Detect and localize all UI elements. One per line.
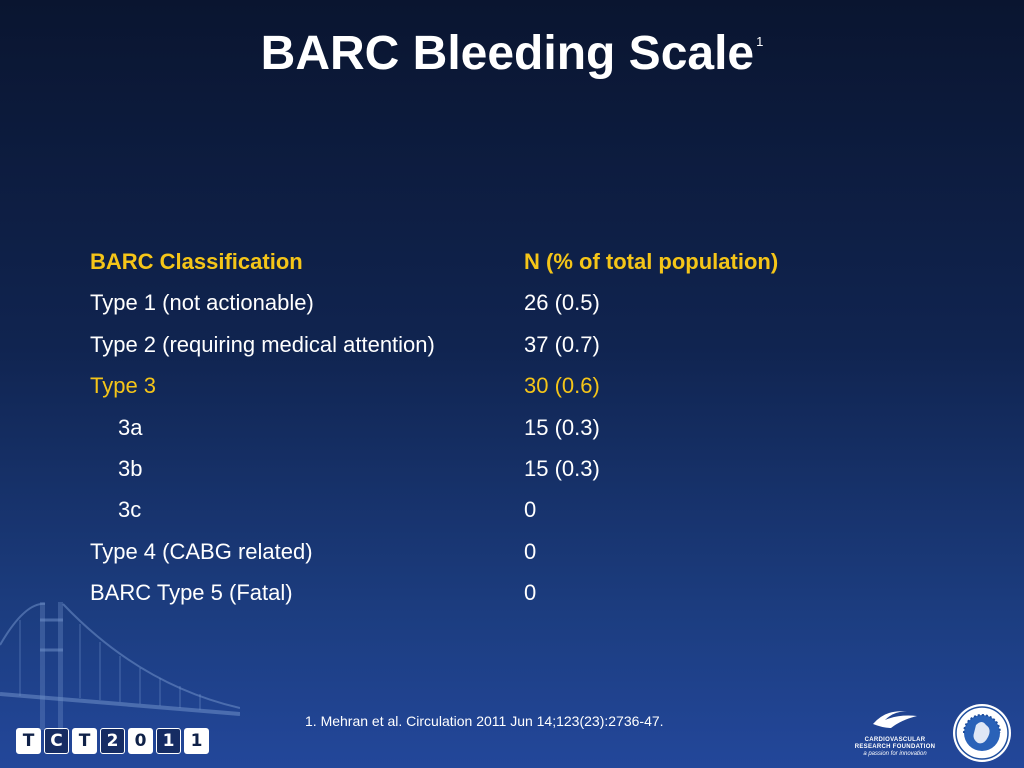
- crf-logo-line1: CARDIOVASCULAR: [864, 737, 926, 743]
- row-label: 3b: [118, 455, 143, 481]
- slide-title: BARC Bleeding Scale 1: [0, 26, 1024, 81]
- tct-logo-letter: C: [44, 728, 69, 754]
- crf-logo: CARDIOVASCULAR RESEARCH FOUNDATION a pas…: [852, 706, 938, 762]
- row-label: Type 2 (requiring medical attention): [90, 331, 435, 357]
- row-label: Type 4 (CABG related): [90, 538, 313, 564]
- slide-title-text: BARC Bleeding Scale: [260, 27, 755, 80]
- golden-gate-bridge-graphic: [0, 602, 240, 730]
- row-label: 3c: [118, 497, 142, 523]
- tct-logo-digit: 1: [184, 728, 209, 754]
- row-value: 15 (0.3): [524, 455, 600, 481]
- tct-logo-digit: 2: [100, 728, 125, 754]
- title-footnote-marker: 1: [756, 34, 764, 49]
- tct-logo-digit: 0: [128, 728, 153, 754]
- crf-logo-line2: RESEARCH FOUNDATION: [854, 744, 936, 750]
- row-value: 37 (0.7): [524, 331, 600, 357]
- row-value: 26 (0.5): [524, 290, 600, 316]
- row-value: 0: [524, 580, 537, 606]
- crf-swoosh-icon: [873, 711, 917, 728]
- row-label: Type 1 (not actionable): [90, 290, 314, 316]
- acc-seal-logo: [953, 704, 1011, 762]
- row-label: 3a: [118, 414, 143, 440]
- tct-2011-logo: T C T 2 0 1 1: [16, 728, 209, 754]
- tct-logo-letter: T: [16, 728, 41, 754]
- row-value: 30 (0.6): [524, 373, 600, 399]
- row-label: BARC Type 5 (Fatal): [90, 580, 293, 606]
- crf-logo-tagline: a passion for innovation: [863, 751, 927, 757]
- row-label: Type 3: [90, 373, 157, 399]
- header-classification: BARC Classification: [90, 249, 303, 274]
- footnote: 1. Mehran et al. Circulation 2011 Jun 14…: [305, 713, 664, 729]
- header-population: N (% of total population): [524, 249, 779, 274]
- tct-logo-digit: 1: [156, 728, 181, 754]
- row-value: 15 (0.3): [524, 414, 600, 440]
- row-value: 0: [524, 497, 537, 523]
- row-value: 0: [524, 538, 537, 564]
- tct-logo-letter: T: [72, 728, 97, 754]
